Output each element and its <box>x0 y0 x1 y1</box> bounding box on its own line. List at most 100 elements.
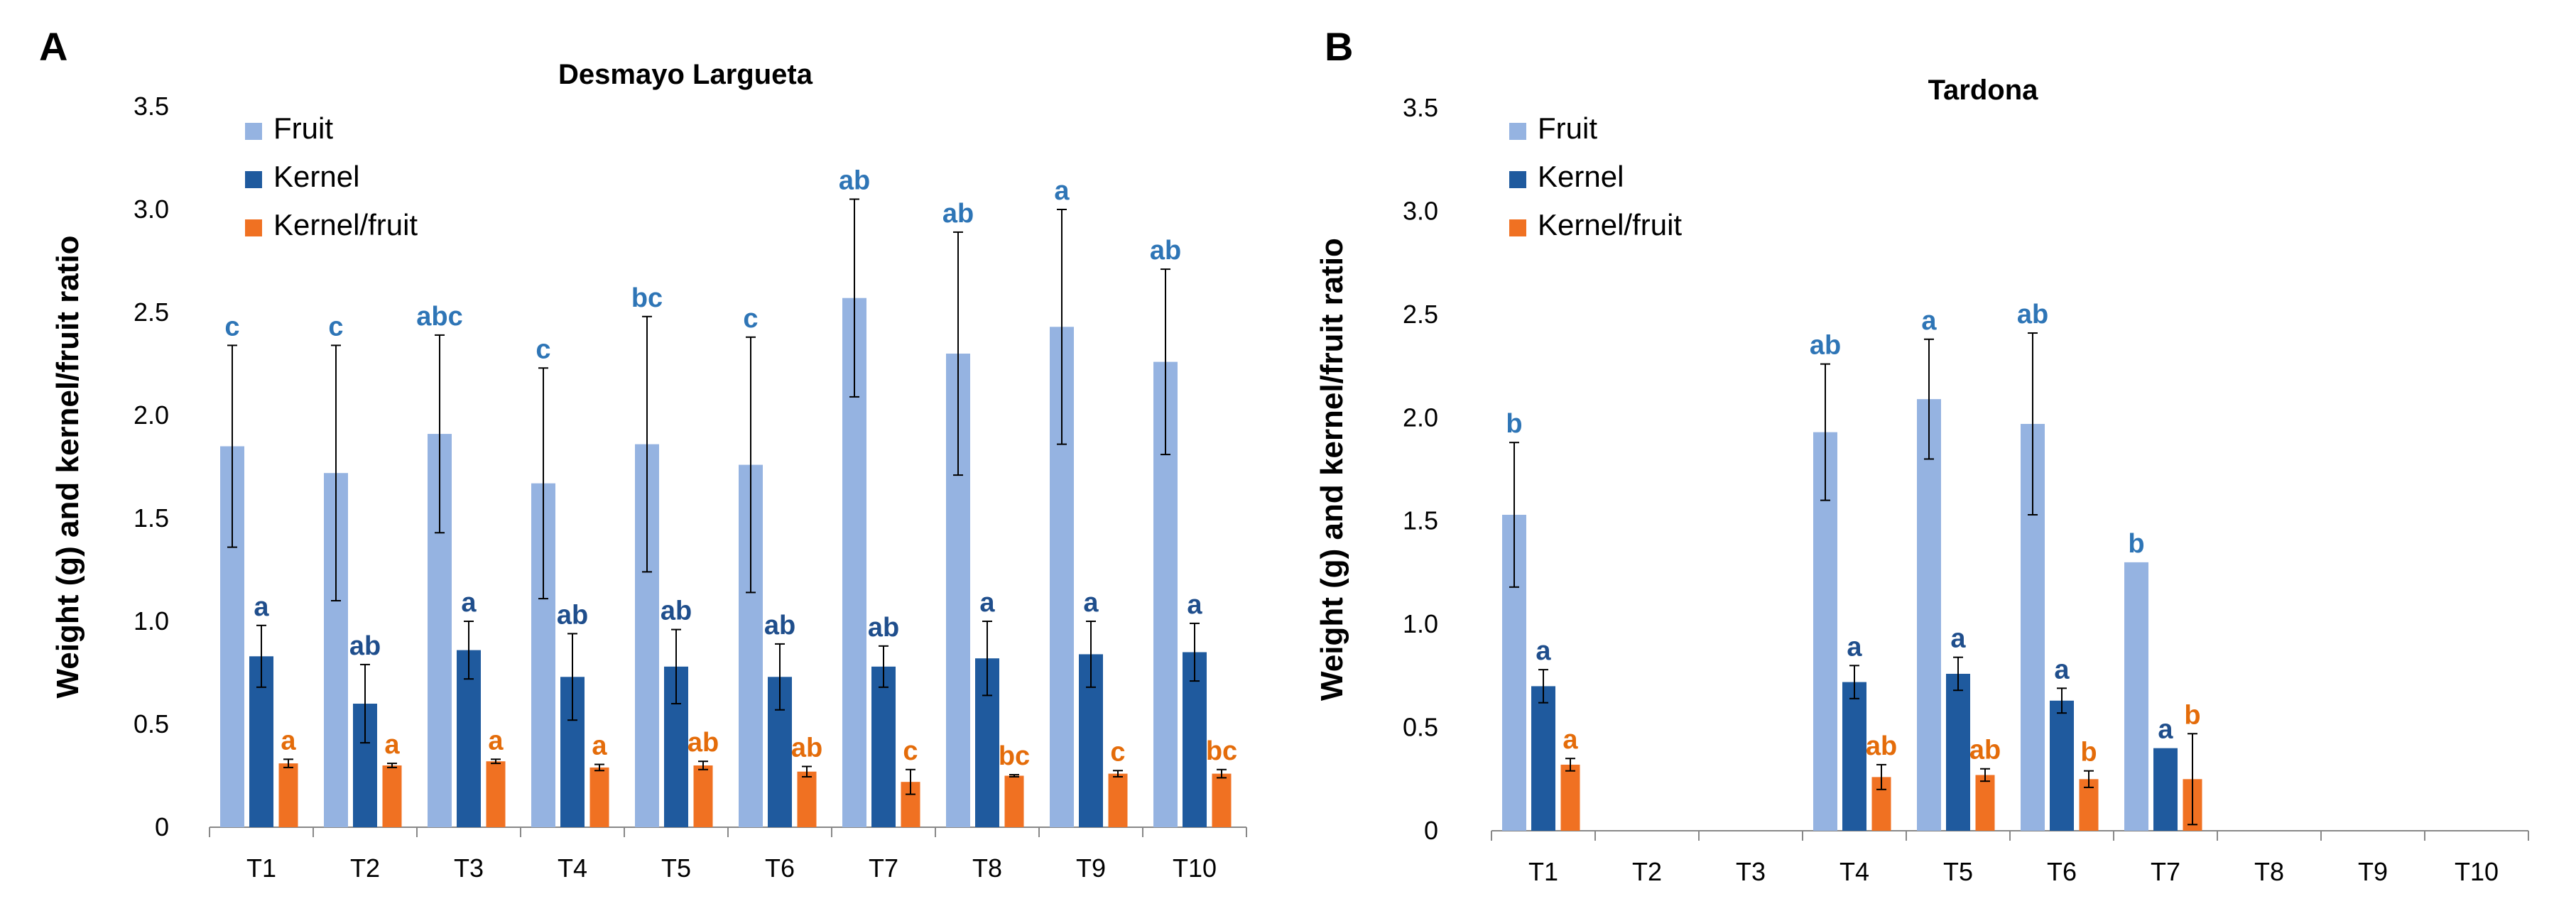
bar-kernel-fruit <box>1560 764 1580 831</box>
significance-letter: bc <box>1206 736 1237 766</box>
legend-label: Fruit <box>273 111 333 145</box>
x-tick-label: T6 <box>2047 857 2077 886</box>
x-tick-label: T8 <box>2254 857 2284 886</box>
x-tick-label: T7 <box>869 853 898 883</box>
significance-letter: a <box>1083 588 1099 618</box>
bar-kernel <box>1946 673 1970 831</box>
y-tick-label: 2.0 <box>1403 403 1438 432</box>
chart-title: Tardona <box>1928 75 2039 106</box>
y-axis-label: Weight (g) and kernel/fruit ratio <box>1315 238 1349 701</box>
significance-letter: abc <box>416 302 462 332</box>
legend-label: Kernel/fruit <box>273 208 418 241</box>
bar-kernel <box>2153 748 2178 831</box>
bar-fruit <box>1917 399 1941 831</box>
bar-kernel-fruit <box>1212 773 1232 827</box>
bar-kernel-fruit <box>382 765 402 827</box>
significance-letter: ab <box>764 611 795 640</box>
significance-letter: ab <box>1810 331 1841 361</box>
significance-letter: a <box>2054 655 2070 684</box>
y-tick-label: 1.5 <box>1403 506 1438 535</box>
significance-letter: a <box>979 588 995 618</box>
y-tick-label: 1.0 <box>134 606 169 635</box>
x-tick-label: T2 <box>350 853 380 883</box>
significance-letter: bc <box>999 741 1030 771</box>
significance-letter: ab <box>942 199 974 229</box>
significance-letter: ab <box>557 600 588 630</box>
x-tick-label: T4 <box>1839 857 1869 886</box>
significance-letter: a <box>488 726 504 755</box>
legend-swatch <box>1509 123 1526 140</box>
x-tick-label: T8 <box>972 853 1002 883</box>
significance-letter: a <box>592 731 607 761</box>
chart-panel-1: A Desmayo Largueta Weight (g) and kernel/f… <box>39 24 1247 883</box>
x-tick-label: T4 <box>558 853 587 883</box>
legend-label: Fruit <box>1538 111 1597 145</box>
chart-panel-2: B Tardona Weight (g) and kernel/fruit rati… <box>1315 24 2529 886</box>
y-tick-label: 3.5 <box>134 92 169 121</box>
bar-kernel <box>2050 700 2074 831</box>
significance-letter: bc <box>631 283 663 313</box>
significance-letter: c <box>328 312 343 342</box>
significance-letter: a <box>1847 632 1862 662</box>
x-tick-label: T10 <box>2455 857 2499 886</box>
y-tick-label: 1.5 <box>134 503 169 533</box>
bar-kernel <box>1531 686 1555 831</box>
bar-kernel-fruit <box>486 761 506 827</box>
significance-letter: ab <box>791 733 822 763</box>
x-tick-label: T9 <box>2358 857 2388 886</box>
y-tick-label: 2.5 <box>1403 300 1438 329</box>
x-tick-label: T2 <box>1632 857 1662 886</box>
legend-swatch <box>1509 219 1526 236</box>
y-tick-label: 3.0 <box>1403 196 1438 225</box>
y-tick-label: 0 <box>155 812 169 841</box>
x-tick-label: T1 <box>246 853 276 883</box>
legend-label: Kernel <box>273 160 359 193</box>
legend-swatch <box>245 123 262 140</box>
bar-kernel-fruit <box>797 771 817 827</box>
significance-letter: ab <box>1866 731 1897 761</box>
bar-kernel-fruit <box>1975 775 1995 831</box>
significance-letter: b <box>2080 738 2097 768</box>
x-tick-label: T1 <box>1528 857 1558 886</box>
x-tick-label: T5 <box>661 853 691 883</box>
significance-letter: ab <box>349 631 381 661</box>
y-tick-label: 2.5 <box>134 298 169 327</box>
panel-letter: B <box>1325 24 1353 69</box>
bar-kernel-fruit <box>589 767 609 827</box>
legend-swatch <box>245 219 262 236</box>
significance-letter: b <box>2128 529 2144 559</box>
y-tick-label: 2.0 <box>134 400 169 430</box>
y-tick-label: 0.5 <box>134 709 169 738</box>
x-tick-label: T7 <box>2151 857 2180 886</box>
significance-letter: ab <box>661 596 692 626</box>
significance-letter: a <box>1536 636 1551 666</box>
significance-letter: c <box>224 312 239 342</box>
significance-letter: a <box>254 592 269 622</box>
significance-letter: ab <box>868 613 899 643</box>
significance-letter: ab <box>1150 236 1181 266</box>
significance-letter: a <box>1921 306 1937 336</box>
y-tick-label: 3.5 <box>1403 93 1438 122</box>
x-tick-label: T6 <box>765 853 795 883</box>
y-tick-label: 0 <box>1424 816 1438 845</box>
significance-letter: a <box>1563 725 1578 755</box>
y-tick-label: 1.0 <box>1403 609 1438 638</box>
significance-letter: c <box>743 304 758 334</box>
significance-letter: a <box>461 588 477 618</box>
legend-swatch <box>1509 171 1526 188</box>
significance-letter: ab <box>688 728 719 758</box>
significance-letter: b <box>1506 409 1522 439</box>
x-tick-label: T5 <box>1943 857 1973 886</box>
bar-kernel-fruit <box>1108 773 1128 827</box>
significance-letter: a <box>1950 624 1966 654</box>
x-tick-label: T10 <box>1173 853 1217 883</box>
panel-letter: A <box>39 24 67 69</box>
bar-kernel-fruit <box>278 763 298 827</box>
x-tick-label: T3 <box>454 853 484 883</box>
bar-kernel-fruit <box>693 765 713 827</box>
y-tick-label: 3.0 <box>134 195 169 224</box>
bar-fruit <box>2124 562 2148 831</box>
y-axis-label: Weight (g) and kernel/fruit ratio <box>50 236 85 699</box>
significance-letter: c <box>536 334 550 364</box>
